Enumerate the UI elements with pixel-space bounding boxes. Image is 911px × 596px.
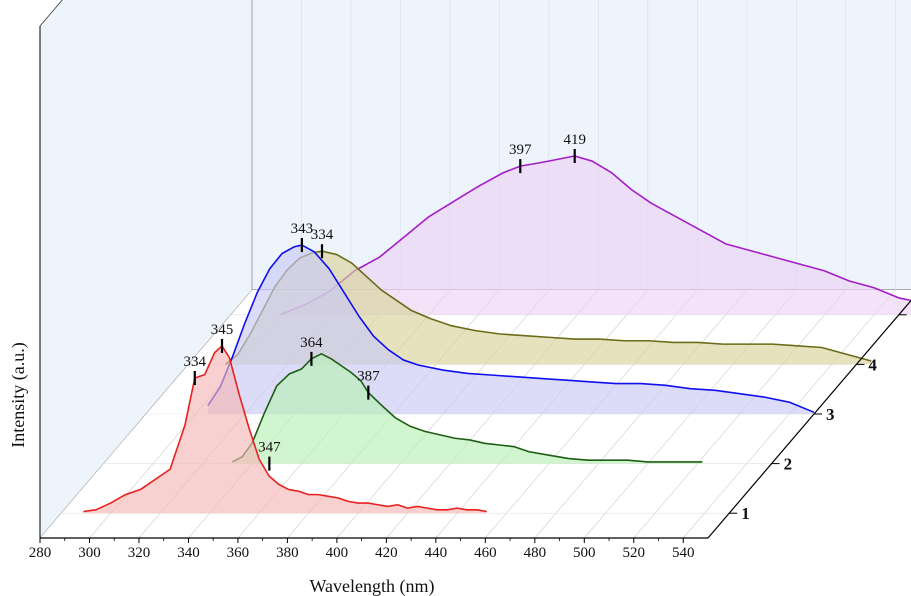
- x-tick-label-460: 460: [474, 545, 497, 561]
- x-tick-label-480: 480: [524, 545, 547, 561]
- z-tick-label-2: 2: [784, 455, 793, 474]
- x-tick-label-340: 340: [177, 545, 200, 561]
- x-tick-label-500: 500: [573, 545, 596, 561]
- series-1-line: [83, 345, 487, 513]
- x-tick-label-540: 540: [672, 545, 695, 561]
- series-4-area: [225, 251, 872, 365]
- series-2: 347 364 387: [231, 335, 703, 471]
- series-2-line: [231, 352, 703, 463]
- peak-label-5-0: 397: [509, 142, 532, 158]
- z-tick-label-3: 3: [826, 405, 835, 424]
- x-axis-title: Wavelength (nm): [309, 576, 434, 596]
- x-tick-label-400: 400: [326, 545, 349, 561]
- x-tick-label-380: 380: [276, 545, 299, 561]
- series-3-area: [207, 245, 814, 414]
- peak-label-4-0: 334: [311, 227, 334, 243]
- series-3: 343: [207, 221, 815, 414]
- series-1-area: [83, 345, 487, 514]
- series-5-area: [280, 155, 911, 315]
- y-axis-title: Intensity (a.u.): [8, 342, 29, 447]
- x-tick-label-280: 280: [29, 545, 52, 561]
- x-tick-label-520: 520: [623, 545, 646, 561]
- x-tick-label-320: 320: [128, 545, 151, 561]
- x-tick-label-420: 420: [375, 545, 398, 561]
- peak-label-3-0: 343: [291, 221, 314, 237]
- x-tick-label-360: 360: [227, 545, 250, 561]
- series-3-line: [207, 244, 815, 414]
- peak-label-1-0: 334: [184, 354, 207, 370]
- peak-label-5-1: 419: [563, 132, 586, 148]
- series-2-area: [232, 353, 703, 464]
- z-tick-label-4: 4: [868, 355, 877, 374]
- x-tick-label-440: 440: [425, 545, 448, 561]
- series-5-line: [279, 155, 911, 316]
- peak-label-2-0: 347: [258, 440, 281, 456]
- peak-label-1-1: 345: [211, 322, 234, 338]
- series-5: 397 419: [279, 132, 911, 316]
- x-tick-label-300: 300: [78, 545, 101, 561]
- peak-label-2-2: 387: [357, 369, 380, 385]
- axes-group: 280 300 320 340 360 380 400 420 440 460 480 500 520 5…: [29, 26, 911, 561]
- z-tick-label-1: 1: [741, 504, 750, 523]
- peak-label-2-1: 364: [300, 335, 323, 351]
